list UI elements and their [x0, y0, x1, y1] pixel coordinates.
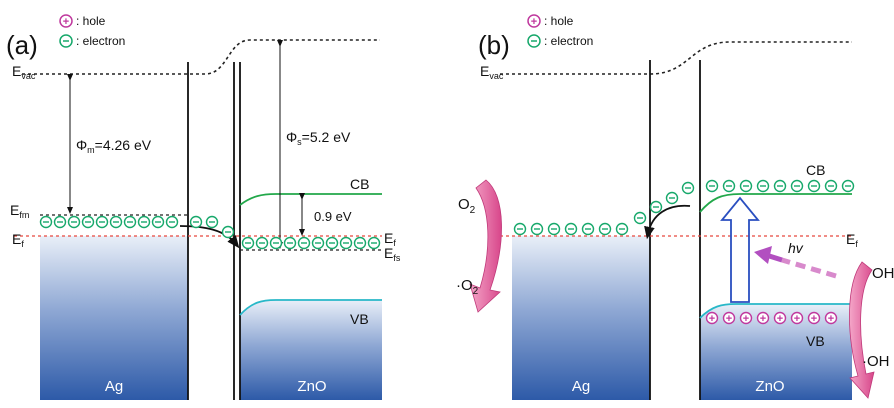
hole-icon [790, 311, 804, 325]
hole-plus: + [811, 313, 817, 325]
hole-plus: + [777, 313, 783, 325]
hole-plus: + [794, 313, 800, 325]
hole-plus: + [726, 313, 732, 325]
legend-electron-label: : electron [76, 34, 125, 48]
ag-block [512, 236, 650, 400]
phi-s-label: Φs=5.2 eV [286, 129, 351, 147]
panel-a-legend: + : hole : electron [59, 14, 125, 48]
cb-line [699, 193, 852, 213]
cb-label: CB [806, 162, 825, 178]
panel-a-electrons [39, 215, 381, 250]
hole-icon [59, 14, 73, 28]
hole-icon [807, 311, 821, 325]
hole-plus: + [709, 313, 715, 325]
zno-label: ZnO [755, 378, 784, 395]
vacuum-level-line [22, 39, 380, 75]
vb-line [699, 303, 852, 319]
electron-icon [527, 34, 541, 48]
ag-block [40, 236, 188, 400]
panel-b-electrons [513, 179, 855, 236]
vb-label: VB [350, 311, 369, 327]
hv-arrow-head [754, 246, 772, 264]
cb-label: CB [350, 176, 369, 192]
ef-right-label: Ef [384, 230, 396, 248]
panel-a-label: (a) [6, 30, 38, 60]
hole-icon [773, 311, 787, 325]
electron-icon [59, 34, 73, 48]
hv-label: hv [788, 240, 804, 256]
legend-electron-label: : electron [544, 34, 593, 48]
panel-a: (a) + : hole : electron Evac Ag ZnO CB V… [6, 14, 401, 400]
oh-label: OH [872, 265, 894, 282]
zno-label: ZnO [297, 378, 326, 395]
hole-plus: + [760, 313, 766, 325]
zno-block [700, 304, 852, 400]
oh-radical-label: ·OH [862, 353, 890, 370]
hole-icon [824, 311, 838, 325]
hole-plus: + [828, 313, 834, 325]
efs-label: Efs [384, 245, 401, 263]
hole-symbol: + [531, 16, 537, 28]
cb-line [239, 193, 382, 206]
electron-backflow-arrow [644, 204, 691, 240]
hole-icon [722, 311, 736, 325]
electron-transfer-arrow [179, 225, 240, 249]
hole-plus: + [743, 313, 749, 325]
vacuum-level-line [500, 41, 852, 75]
hole-icon [527, 14, 541, 28]
legend-hole-label: : hole [76, 14, 106, 28]
evac-label: Evac [12, 63, 36, 81]
oh-oxidation-arrow [849, 261, 875, 399]
phi-m-label: Φm=4.26 eV [76, 137, 152, 155]
ag-label: Ag [572, 378, 590, 395]
o2-radical-label: ·O2 [456, 277, 479, 297]
panel-b-label: (b) [478, 30, 510, 60]
excitation-arrow [720, 196, 760, 303]
vb-line [239, 299, 382, 316]
o2-reduction-arrow [469, 179, 502, 313]
ef-left-label: Ef [12, 231, 24, 249]
hv-arrow-shaft [781, 257, 837, 279]
hole-symbol: + [63, 16, 69, 28]
efm-label: Efm [10, 202, 29, 220]
vb-label: VB [806, 333, 825, 349]
hole-icon [705, 311, 719, 325]
evac-label: Evac [480, 63, 504, 81]
panel-b-holes: + + + + + + + + [705, 311, 838, 325]
ag-label: Ag [105, 378, 123, 395]
gap-label: 0.9 eV [314, 209, 352, 224]
zno-block [240, 300, 382, 400]
panel-b: (b) + : hole : electron Evac Ag ZnO CB V… [456, 14, 894, 400]
legend-hole-label: : hole [544, 14, 574, 28]
o2-label: O2 [458, 196, 476, 216]
hole-icon [739, 311, 753, 325]
ef-label: Ef [846, 231, 858, 249]
hole-icon [756, 311, 770, 325]
panel-b-legend: + : hole : electron [527, 14, 593, 48]
